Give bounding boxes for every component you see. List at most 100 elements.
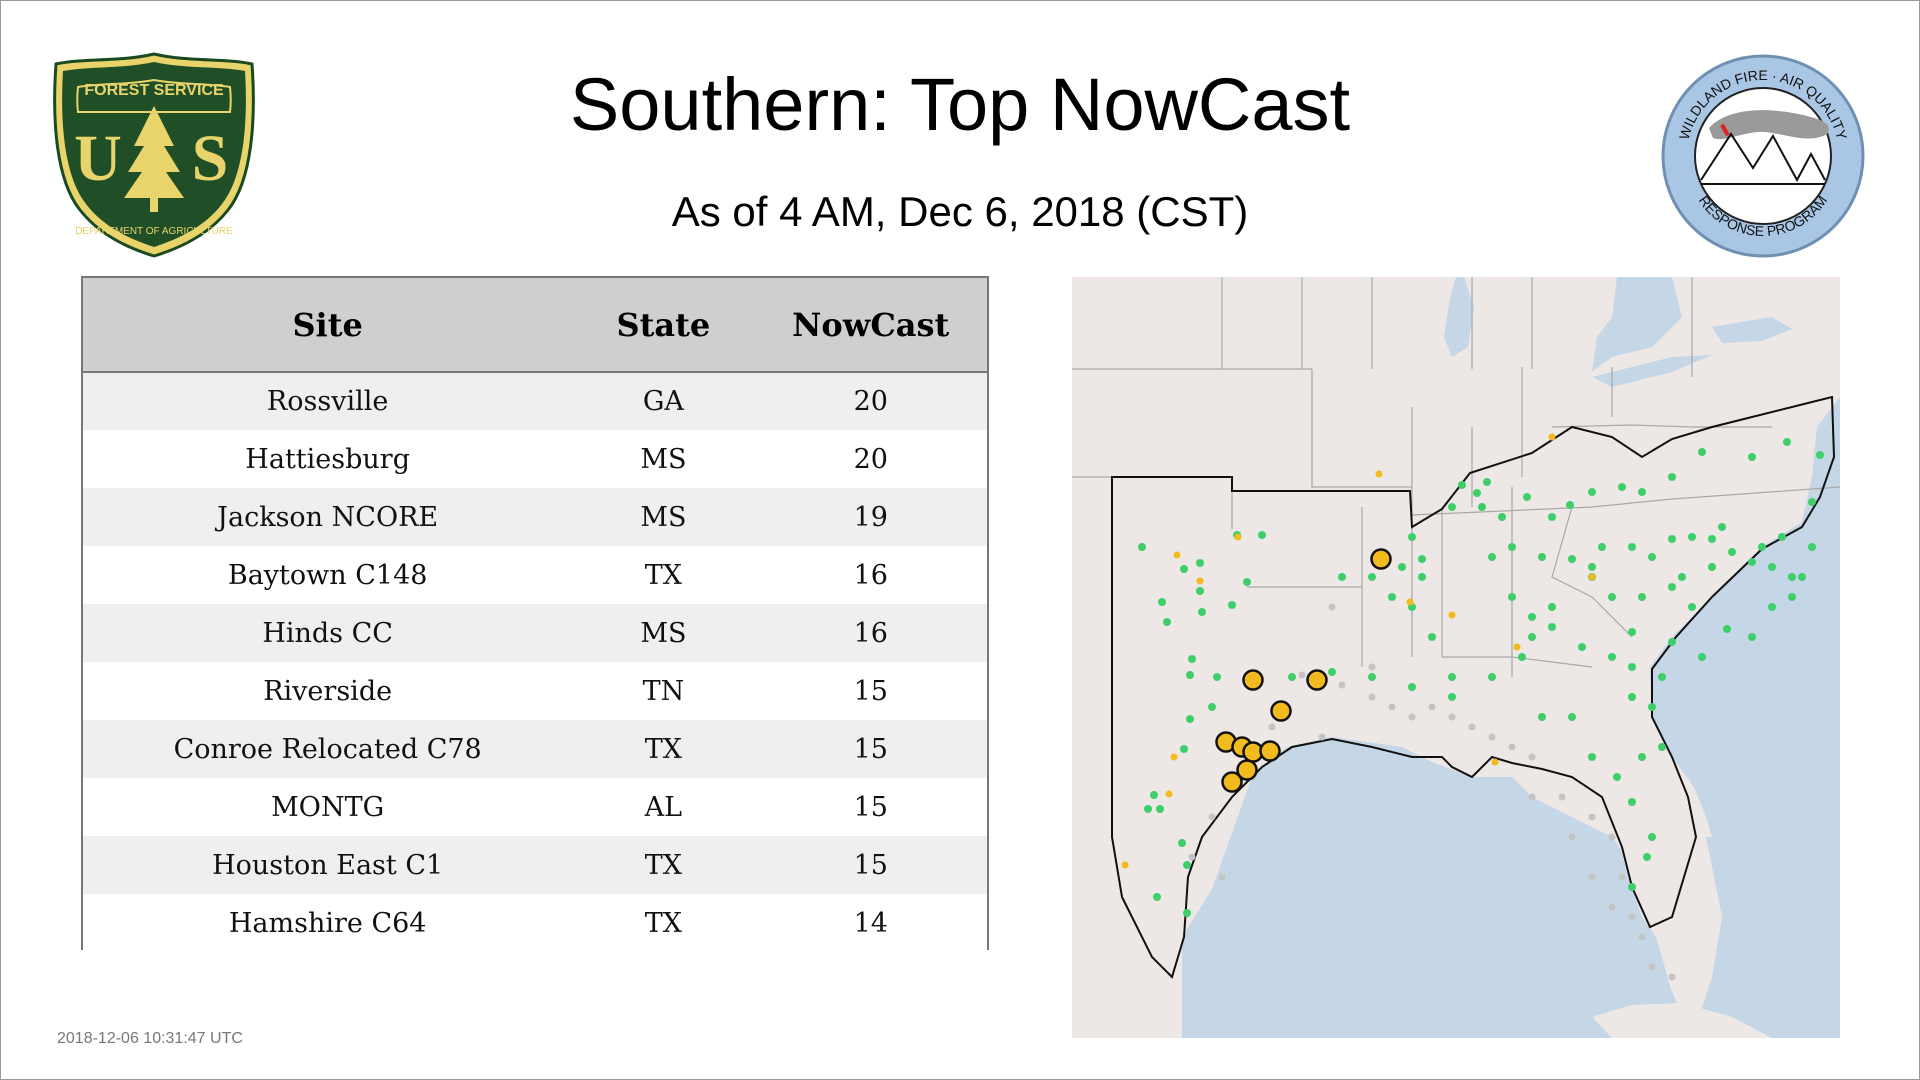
moderate-site-marker: [1165, 790, 1173, 798]
good-site-marker: [1338, 573, 1346, 581]
top-site-marker: [1221, 771, 1243, 793]
good-site-marker: [1186, 715, 1194, 723]
nowcast-site-map[interactable]: [1072, 277, 1841, 1038]
column-header-state[interactable]: State: [616, 305, 711, 344]
good-site-marker: [1180, 565, 1188, 573]
top-site-marker: [1270, 700, 1292, 722]
top-site-marker: [1236, 759, 1258, 781]
good-site-marker: [1458, 481, 1466, 489]
good-site-marker: [1388, 593, 1396, 601]
nodata-site-marker: [1468, 723, 1476, 731]
state-cell: TX: [644, 849, 683, 881]
good-site-marker: [1150, 791, 1158, 799]
good-site-marker: [1788, 573, 1796, 581]
state-cell: MS: [640, 443, 687, 475]
good-site-marker: [1628, 663, 1636, 671]
moderate-site-marker: [1588, 573, 1596, 581]
site-cell: Hinds CC: [262, 617, 393, 649]
nodata-site-marker: [1188, 853, 1196, 861]
nodata-site-marker: [1588, 873, 1596, 881]
good-site-marker: [1538, 713, 1546, 721]
nodata-site-marker: [1388, 703, 1396, 711]
good-site-marker: [1678, 573, 1686, 581]
good-site-marker: [1198, 608, 1206, 616]
good-site-marker: [1618, 483, 1626, 491]
nodata-site-marker: [1568, 833, 1576, 841]
column-header-site[interactable]: Site: [292, 305, 363, 344]
nodata-site-marker: [1368, 663, 1376, 671]
nodata-site-marker: [1268, 723, 1276, 731]
good-site-marker: [1668, 583, 1676, 591]
good-site-marker: [1523, 493, 1531, 501]
nodata-sites-layer: [1188, 603, 1676, 981]
good-site-marker: [1748, 633, 1756, 641]
good-site-marker: [1728, 548, 1736, 556]
state-borders: [1072, 277, 1841, 677]
site-cell: Hamshire C64: [228, 907, 427, 939]
good-site-marker: [1548, 623, 1556, 631]
nodata-site-marker: [1608, 833, 1616, 841]
nodata-site-marker: [1368, 693, 1376, 701]
good-site-marker: [1816, 451, 1824, 459]
good-site-marker: [1144, 805, 1152, 813]
cuba-land: [1592, 1003, 1772, 1038]
nodata-site-marker: [1218, 873, 1226, 881]
good-site-marker: [1598, 543, 1606, 551]
good-site-marker: [1418, 573, 1426, 581]
good-site-marker: [1668, 535, 1676, 543]
good-site-marker: [1568, 713, 1576, 721]
table-row: Hinds CC MS 16: [83, 604, 987, 662]
svg-text:S: S: [192, 122, 229, 195]
lake-huron: [1592, 277, 1682, 372]
good-site-marker: [1648, 553, 1656, 561]
page-subtitle: As of 4 AM, Dec 6, 2018 (CST): [671, 188, 1249, 235]
good-site-marker: [1448, 693, 1456, 701]
good-site-marker: [1748, 558, 1756, 566]
nodata-site-marker: [1648, 963, 1656, 971]
svg-text:FOREST SERVICE: FOREST SERVICE: [84, 82, 224, 99]
nodata-site-marker: [1588, 813, 1596, 821]
nowcast-cell: 16: [853, 617, 888, 649]
table-row: Hamshire C64 TX 14: [83, 894, 987, 952]
good-site-marker: [1708, 563, 1716, 571]
site-cell: Jackson NCORE: [217, 501, 439, 533]
nodata-site-marker: [1448, 713, 1456, 721]
good-site-marker: [1698, 448, 1706, 456]
moderate-site-marker: [1121, 861, 1129, 869]
good-site-marker: [1183, 861, 1191, 869]
moderate-site-marker: [1491, 758, 1499, 766]
map-svg: [1072, 277, 1841, 1038]
state-cell: TX: [644, 559, 683, 591]
nowcast-cell: 15: [853, 849, 888, 881]
good-site-marker: [1368, 573, 1376, 581]
lake-erie: [1592, 355, 1712, 387]
good-site-marker: [1723, 625, 1731, 633]
good-site-marker: [1258, 531, 1266, 539]
table-row: MONTG AL 15: [83, 778, 987, 836]
table-row: Houston East C1 TX 15: [83, 836, 987, 894]
top-sites-layer: [1215, 548, 1392, 793]
good-site-marker: [1628, 543, 1636, 551]
good-site-marker: [1163, 618, 1171, 626]
good-site-marker: [1808, 498, 1816, 506]
good-site-marker: [1478, 503, 1486, 511]
good-site-marker: [1418, 555, 1426, 563]
good-site-marker: [1408, 533, 1416, 541]
state-cell: TN: [642, 675, 685, 707]
state-cell: AL: [644, 791, 683, 823]
good-site-marker: [1488, 553, 1496, 561]
table-row: Conroe Relocated C78 TX 15: [83, 720, 987, 778]
good-site-marker: [1588, 563, 1596, 571]
site-cell: Hattiesburg: [245, 443, 410, 475]
nodata-site-marker: [1608, 903, 1616, 911]
wildland-fire-air-quality-logo: WILDLAND FIRE · AIR QUALITY RESPONSE PRO…: [1657, 50, 1869, 262]
good-sites-layer: [1138, 438, 1824, 917]
nodata-site-marker: [1528, 753, 1536, 761]
good-site-marker: [1578, 643, 1586, 651]
good-site-marker: [1183, 909, 1191, 917]
top-site-marker: [1370, 548, 1392, 570]
good-site-marker: [1768, 603, 1776, 611]
column-header-nowcast[interactable]: NowCast: [792, 305, 950, 344]
good-site-marker: [1638, 488, 1646, 496]
good-site-marker: [1758, 543, 1766, 551]
